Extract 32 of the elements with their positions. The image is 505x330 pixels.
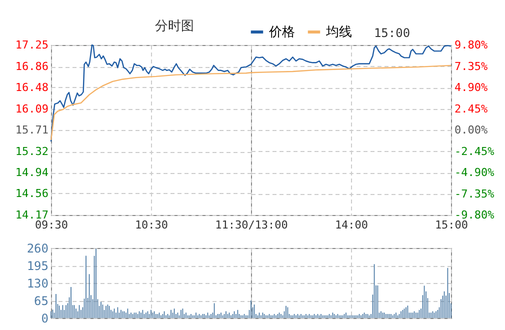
y-tick-label: 14.56 <box>15 186 48 200</box>
y2-tick-label: -4.90% <box>454 166 495 179</box>
x-tick-label: 09:30 <box>34 218 68 232</box>
y-tick-label: 130 <box>26 276 48 290</box>
y2-tick-label: 7.35% <box>454 60 488 73</box>
y-tick-label: 14.17 <box>15 208 48 222</box>
y-tick-label: 260 <box>26 242 48 256</box>
y2-tick-label: -9.80% <box>454 208 495 222</box>
y-tick-label: 14.94 <box>15 166 49 179</box>
x-tick-label: 11:30/13:00 <box>215 218 288 232</box>
text: 15:00 <box>374 26 410 40</box>
legend-label: 价格 <box>268 25 295 40</box>
y2-tick-label: 4.90% <box>454 81 488 94</box>
chart-title: 分时图 <box>154 19 194 34</box>
y-tick-label: 65 <box>34 294 48 308</box>
x-tick-label: 15:00 <box>434 218 468 232</box>
y-tick-label: 16.09 <box>15 102 48 116</box>
y2-tick-label: -2.45% <box>454 144 495 158</box>
y-tick-label: 15.71 <box>15 124 48 136</box>
y2-tick-label: 2.45% <box>454 102 488 116</box>
y-tick-label: 17.25 <box>15 38 48 52</box>
legend-label: 均线 <box>325 25 352 40</box>
y-tick-label: 16.86 <box>15 60 48 74</box>
y-tick-label: 0 <box>41 312 48 326</box>
x-tick-label: 14:00 <box>334 218 368 232</box>
y-tick-label: 195 <box>26 259 48 273</box>
x-tick-label: 10:30 <box>134 218 168 232</box>
y2-tick-label: 9.80% <box>454 38 488 52</box>
y2-tick-label: 0.00% <box>454 124 488 136</box>
y2-tick-label: -7.35% <box>454 187 495 200</box>
y-tick-label: 16.48 <box>15 81 48 94</box>
y-tick-label: 15.32 <box>15 145 48 158</box>
